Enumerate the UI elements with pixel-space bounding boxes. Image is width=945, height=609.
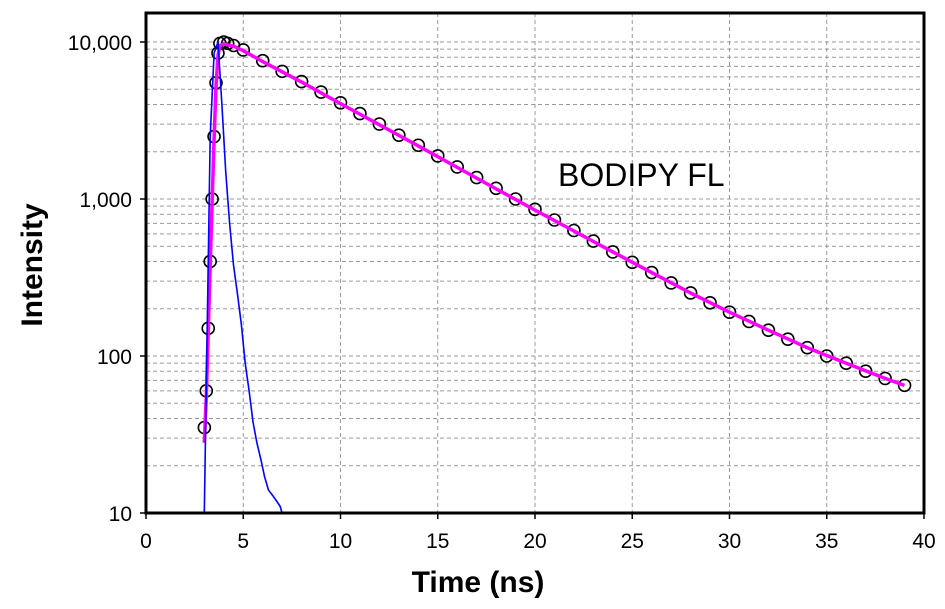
x-tick-label: 20 bbox=[523, 530, 546, 553]
x-tick-label: 25 bbox=[621, 530, 644, 553]
y-tick-label: 10 bbox=[109, 503, 132, 526]
x-tick-label: 0 bbox=[140, 530, 152, 553]
y-tick-label: 100 bbox=[97, 346, 132, 369]
annotation-label: BODIPY FL bbox=[558, 157, 725, 193]
y-tick-label: 10,000 bbox=[68, 32, 132, 55]
x-tick-label: 40 bbox=[912, 530, 935, 553]
y-axis-label: Intensity bbox=[16, 203, 49, 327]
x-tick-label: 5 bbox=[237, 530, 249, 553]
x-axis-label: Time (ns) bbox=[412, 566, 545, 599]
x-tick-label: 15 bbox=[426, 530, 449, 553]
x-tick-label: 10 bbox=[329, 530, 352, 553]
y-tick-label: 1,000 bbox=[79, 189, 132, 212]
x-tick-label: 30 bbox=[718, 530, 741, 553]
x-tick-label: 35 bbox=[815, 530, 838, 553]
